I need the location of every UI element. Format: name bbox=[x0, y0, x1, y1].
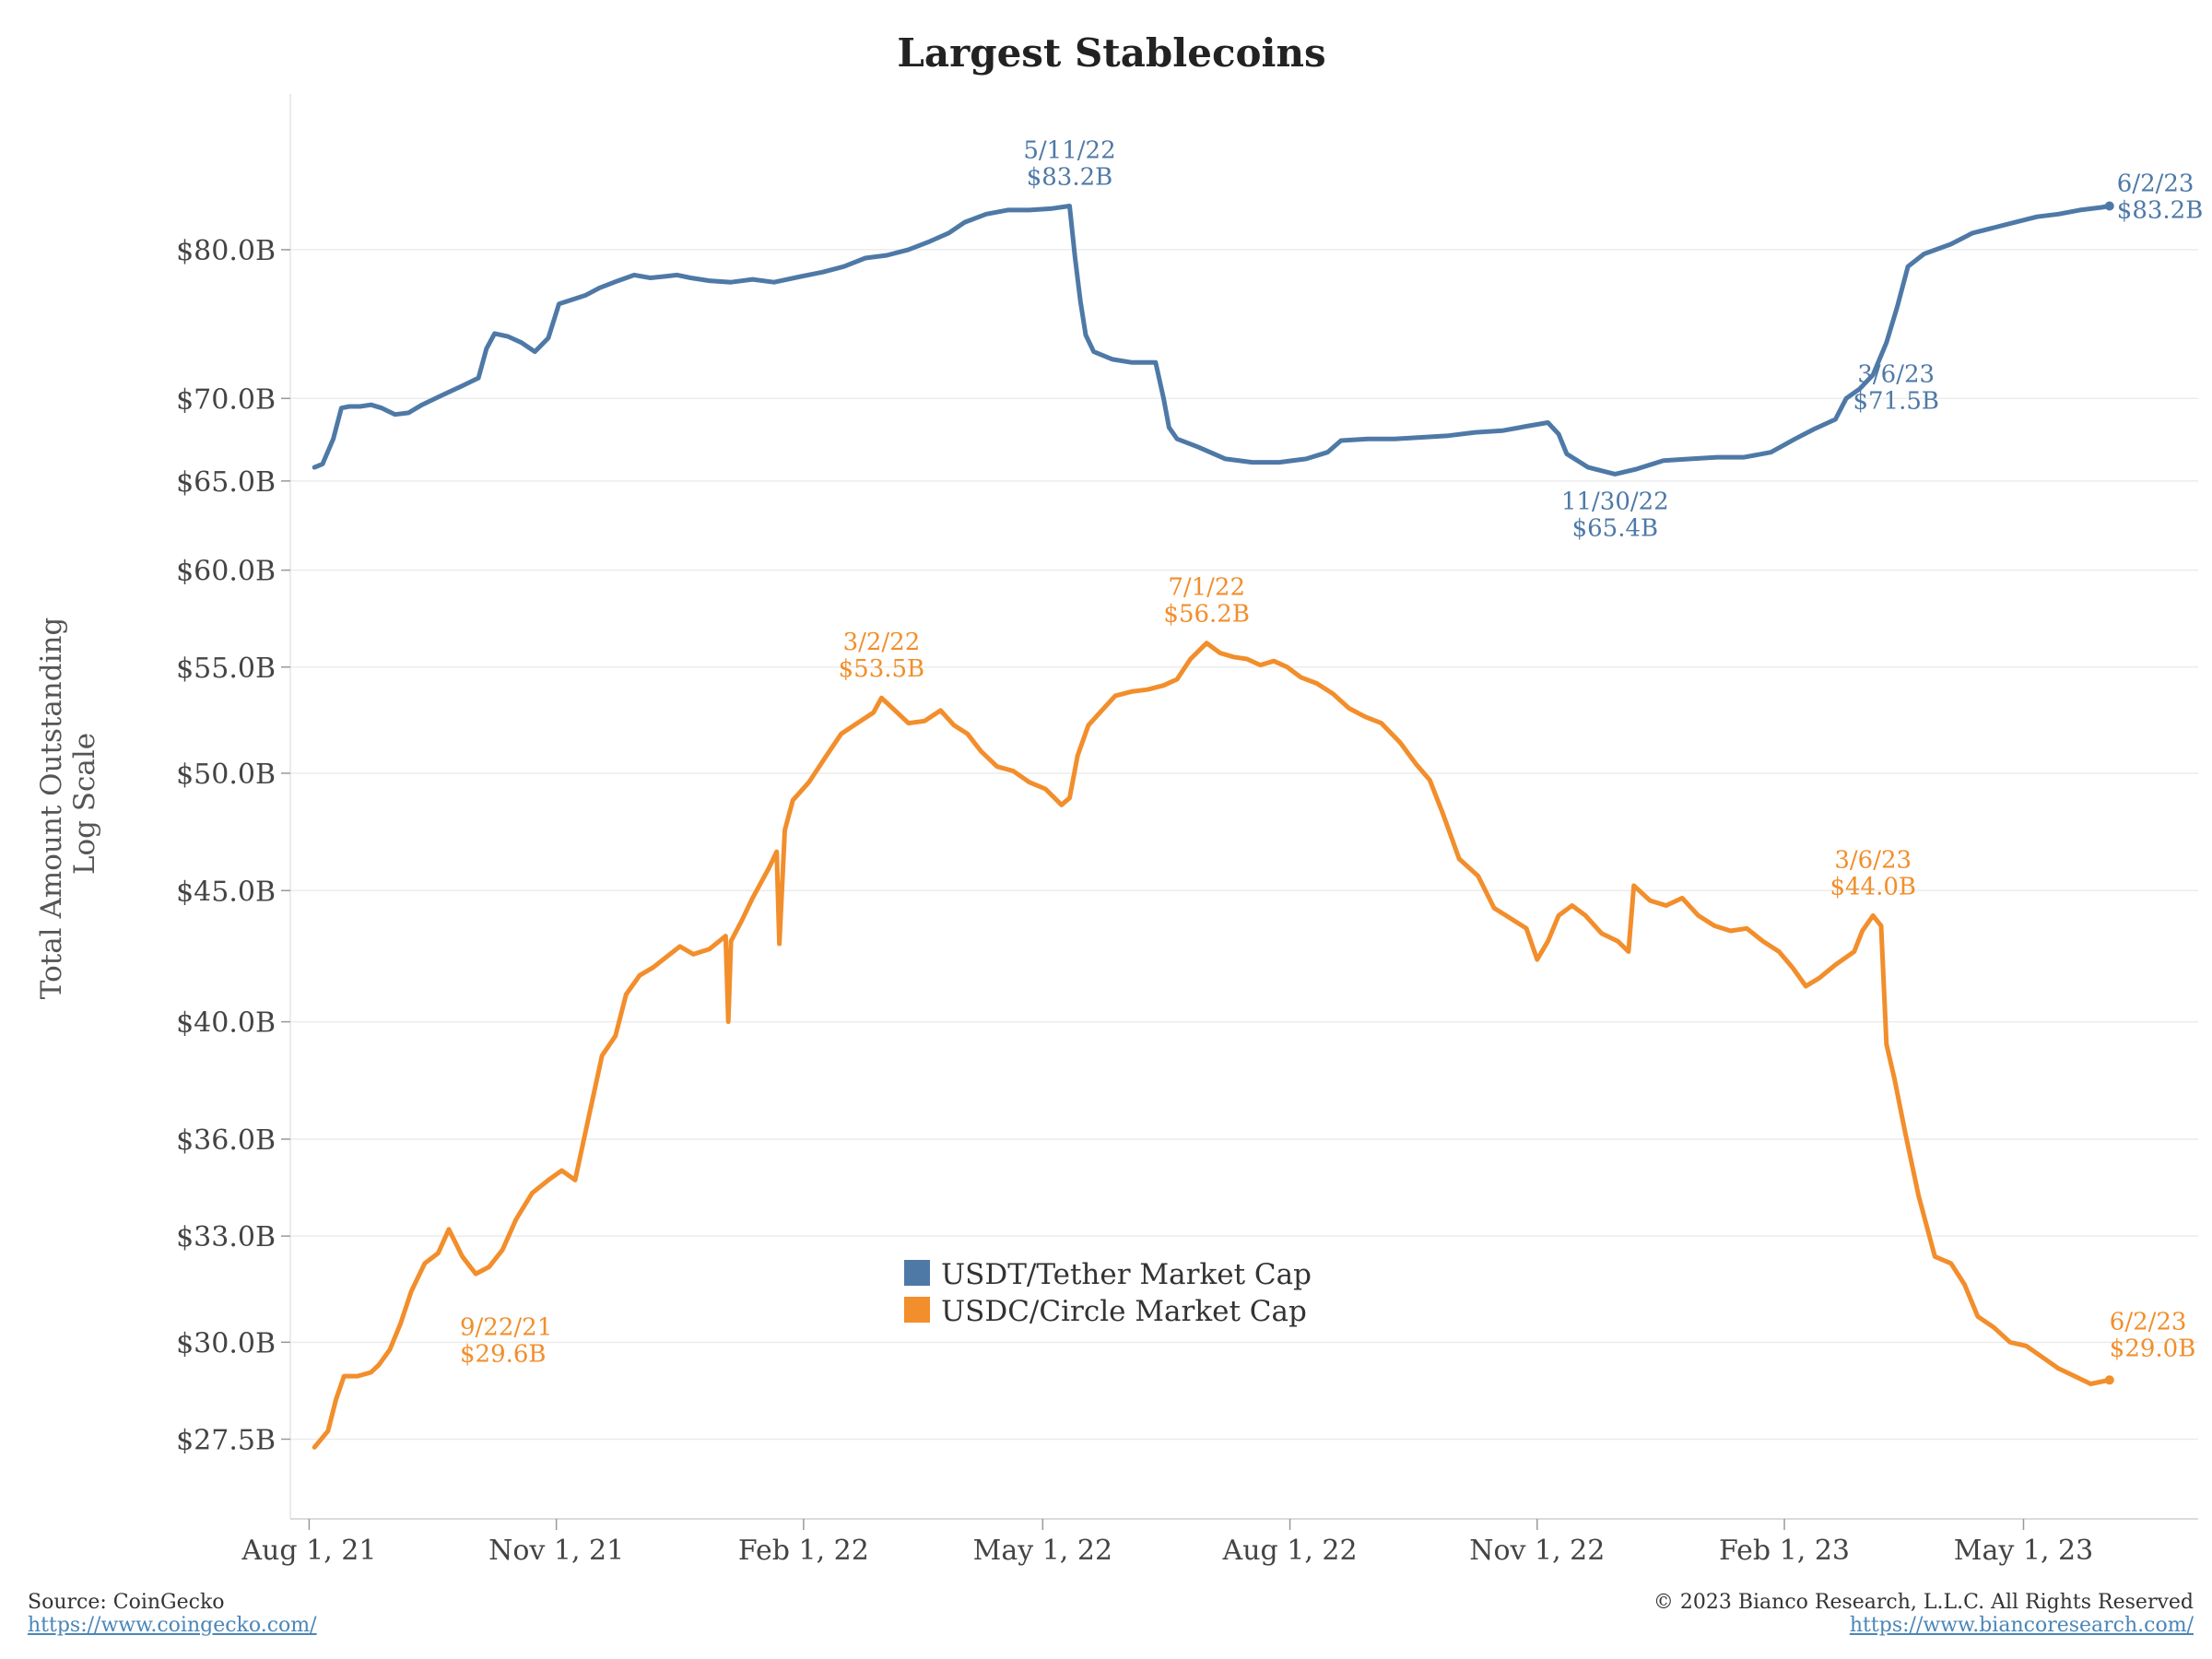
annotation-line: 3/6/23 bbox=[1834, 846, 1912, 874]
y-tick-label: $40.0B bbox=[176, 1007, 276, 1040]
annotation-line: 7/1/22 bbox=[1168, 574, 1245, 602]
legend-swatch-usdc bbox=[904, 1297, 930, 1323]
series-end-point bbox=[2104, 201, 2114, 211]
x-axis: Aug 1, 21 Nov 1, 21 Feb 1, 22 May 1, 22 Aug … bbox=[241, 1518, 2198, 1567]
annotation-label: 3/2/22 $53.5B bbox=[839, 629, 925, 683]
annotation-line: $71.5B bbox=[1853, 388, 1939, 416]
annotation-label: 6/2/23 $29.0B bbox=[2110, 1308, 2196, 1362]
y-axis-label: Total Amount Outstanding Log Scale bbox=[35, 608, 101, 999]
site-link[interactable]: https://www.biancoresearch.com/ bbox=[1849, 1614, 2194, 1637]
annotation-line: 11/30/22 bbox=[1561, 488, 1669, 515]
legend-label-usdc: USDC/Circle Market Cap bbox=[941, 1295, 1307, 1328]
y-tick-label: $30.0B bbox=[176, 1327, 276, 1359]
annotation-line: $53.5B bbox=[839, 655, 925, 683]
annotation-line: 9/22/21 bbox=[460, 1314, 552, 1342]
legend-swatch-usdt bbox=[904, 1260, 930, 1286]
y-tick-label: $33.0B bbox=[176, 1221, 276, 1253]
copyright-text: © 2023 Bianco Research, L.L.C. All Right… bbox=[1653, 1591, 2194, 1614]
annotation-label: 3/6/23 $71.5B bbox=[1853, 361, 1939, 416]
legend-label-usdt: USDT/Tether Market Cap bbox=[941, 1258, 1312, 1291]
annotation-label: 3/6/23 $44.0B bbox=[1830, 846, 1916, 900]
y-axis-label-line-1: Total Amount Outstanding bbox=[35, 618, 68, 1000]
annotation-label: 6/2/23 $83.2B bbox=[2117, 171, 2204, 225]
y-tick-label: $60.0B bbox=[176, 556, 276, 588]
y-axis: $27.5B $30.0B $33.0B $36.0B $40.0B $45.0B $50.… bbox=[176, 94, 291, 1519]
y-axis-label-line-2: Log Scale bbox=[68, 733, 101, 875]
annotation-line: 6/2/23 bbox=[2110, 1308, 2187, 1335]
y-tick-label: $80.0B bbox=[176, 235, 276, 267]
y-tick-label: $65.0B bbox=[176, 466, 276, 499]
annotation-line: $83.2B bbox=[1027, 164, 1113, 192]
x-tick-label: May 1, 23 bbox=[1954, 1535, 2093, 1567]
x-tick-label: May 1, 22 bbox=[973, 1535, 1112, 1567]
annotation-line: $29.0B bbox=[2110, 1335, 2196, 1362]
footer-copyright: © 2023 Bianco Research, L.L.C. All Right… bbox=[1653, 1591, 2194, 1637]
x-tick-label: Feb 1, 22 bbox=[738, 1535, 869, 1567]
y-tick-label: $70.0B bbox=[176, 383, 276, 416]
y-tick-label: $36.0B bbox=[176, 1124, 276, 1157]
gridlines bbox=[290, 249, 2198, 1441]
x-tick-label: Nov 1, 21 bbox=[488, 1535, 624, 1567]
annotation-line: $44.0B bbox=[1830, 873, 1916, 900]
x-tick-label: Aug 1, 21 bbox=[241, 1535, 376, 1567]
source-link[interactable]: https://www.coingecko.com/ bbox=[28, 1614, 317, 1637]
annotation-line: 3/2/22 bbox=[843, 629, 921, 656]
annotation-label: 5/11/22 $83.2B bbox=[1023, 137, 1115, 192]
annotation-line: 5/11/22 bbox=[1023, 137, 1115, 165]
annotation-label: 11/30/22 $65.4B bbox=[1561, 488, 1669, 542]
chart-title: Largest Stablecoins bbox=[897, 30, 1325, 76]
footer-source: Source: CoinGecko https://www.coingecko.… bbox=[28, 1591, 317, 1637]
x-tick-label: Feb 1, 23 bbox=[1719, 1535, 1850, 1567]
y-tick-label: $27.5B bbox=[176, 1424, 276, 1456]
x-tick-label: Nov 1, 22 bbox=[1469, 1535, 1605, 1567]
annotation-line: 6/2/23 bbox=[2117, 171, 2194, 198]
annotation-label: 9/22/21 $29.6B bbox=[460, 1314, 552, 1369]
annotation-line: 3/6/23 bbox=[1857, 361, 1935, 389]
annotation-line: $29.6B bbox=[460, 1341, 547, 1369]
y-tick-label: $55.0B bbox=[176, 653, 276, 685]
annotation-line: $56.2B bbox=[1163, 601, 1250, 629]
y-tick-label: $45.0B bbox=[176, 876, 276, 908]
x-tick-label: Aug 1, 22 bbox=[1222, 1535, 1358, 1567]
series-lines bbox=[312, 201, 2114, 1450]
y-tick-label: $50.0B bbox=[176, 759, 276, 791]
source-label: Source: CoinGecko bbox=[28, 1591, 225, 1614]
usdt-line bbox=[312, 204, 2112, 477]
series-end-point bbox=[2104, 1375, 2114, 1385]
annotation-line: $65.4B bbox=[1572, 514, 1659, 542]
annotation-line: $83.2B bbox=[2117, 197, 2204, 225]
legend: USDT/Tether Market Cap USDC/Circle Marke… bbox=[904, 1258, 1312, 1328]
usdc-line bbox=[312, 641, 2112, 1450]
annotation-label: 7/1/22 $56.2B bbox=[1163, 574, 1250, 629]
